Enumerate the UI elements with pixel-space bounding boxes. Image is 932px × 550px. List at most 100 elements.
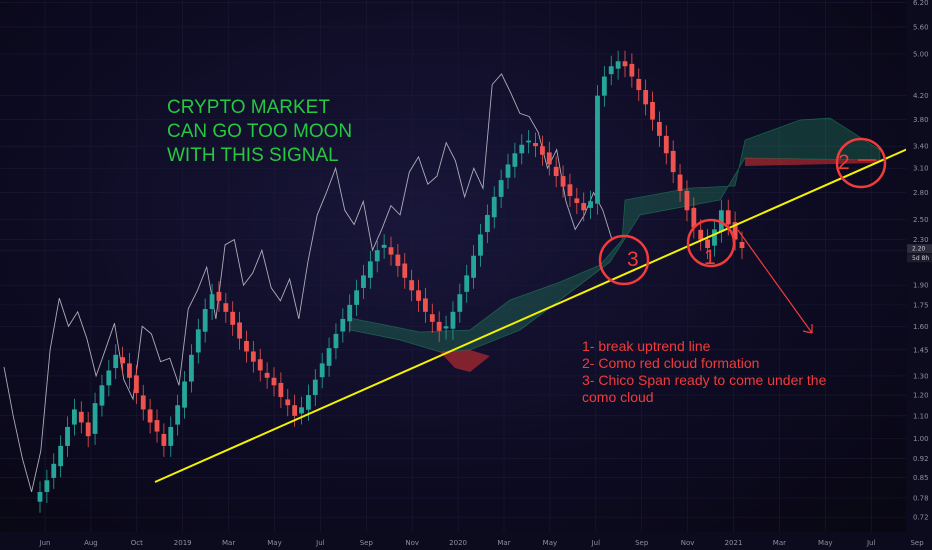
candle-down bbox=[636, 68, 642, 102]
candle-up bbox=[478, 223, 483, 267]
candle-up bbox=[374, 239, 380, 273]
price-tick-label: 3.10 bbox=[913, 165, 929, 173]
candle-body bbox=[271, 377, 277, 386]
annotation-number: 2 bbox=[838, 151, 850, 174]
red-cloud-forming bbox=[745, 158, 880, 166]
note-line: como cloud bbox=[582, 389, 654, 405]
candle-body bbox=[560, 176, 566, 187]
candle-up bbox=[168, 416, 174, 457]
candle-up bbox=[189, 344, 194, 393]
price-tick-label: 2.80 bbox=[913, 189, 929, 197]
candle-body bbox=[367, 261, 373, 278]
candle-body bbox=[51, 463, 57, 478]
candle-body bbox=[133, 375, 139, 394]
candle-body bbox=[202, 309, 208, 332]
price-tick-label: 1.75 bbox=[913, 301, 929, 309]
uptrend-line-group bbox=[154, 146, 913, 483]
annotations: CRYPTO MARKET CAN GO TOO MOON WITH THIS SI… bbox=[167, 97, 887, 405]
candle-body bbox=[264, 372, 270, 378]
candle-up bbox=[92, 392, 98, 445]
candle-body bbox=[643, 90, 649, 105]
candle-body bbox=[381, 244, 387, 248]
candle-body bbox=[526, 140, 532, 143]
candle-body bbox=[491, 196, 497, 218]
candle-body bbox=[712, 229, 717, 246]
candle-body bbox=[533, 143, 538, 147]
time-tick-label: May bbox=[267, 539, 281, 547]
green-cloud bbox=[349, 117, 881, 353]
current-price-label: 2.20 bbox=[912, 246, 926, 253]
candle-up bbox=[44, 469, 50, 503]
candle-body bbox=[498, 180, 504, 197]
candle-body bbox=[546, 152, 552, 165]
time-tick-label: Nov bbox=[405, 539, 419, 547]
annotation-circle bbox=[835, 137, 887, 189]
candle-body bbox=[457, 294, 463, 312]
candle-body bbox=[140, 395, 146, 410]
headline-line: CRYPTO MARKET bbox=[167, 97, 330, 118]
candle-body bbox=[650, 101, 655, 120]
price-tick-label: 1.10 bbox=[913, 412, 929, 420]
candle-down bbox=[657, 111, 662, 147]
candle-down bbox=[423, 287, 428, 323]
candle-down bbox=[161, 423, 167, 457]
candle-up bbox=[471, 245, 476, 289]
price-axis[interactable]: 6.20 5.60 5.00 4.20 3.80 3.40 3.10 2.80 2.50 2.30… bbox=[906, 0, 932, 532]
candle-body bbox=[540, 146, 545, 155]
candle-down bbox=[154, 409, 160, 443]
candle-body bbox=[395, 254, 401, 266]
candle-down bbox=[540, 135, 545, 166]
time-axis-bg bbox=[0, 532, 932, 550]
time-tick-label: Mar bbox=[222, 539, 235, 547]
candle-body bbox=[416, 290, 421, 301]
candle-body bbox=[505, 164, 511, 178]
candle-body bbox=[78, 411, 84, 423]
candle-down bbox=[429, 303, 435, 333]
price-tick-label: 1.30 bbox=[913, 372, 929, 380]
time-tick-label: Jul bbox=[866, 539, 876, 547]
price-tick-label: 2.50 bbox=[913, 216, 929, 224]
candle-down bbox=[553, 156, 559, 188]
candle-down bbox=[409, 269, 415, 302]
candle-down bbox=[622, 50, 628, 78]
candle-up bbox=[209, 283, 215, 321]
candle-body bbox=[326, 348, 332, 366]
candle-up bbox=[498, 169, 504, 208]
candle-body bbox=[147, 409, 153, 423]
candle-up bbox=[51, 453, 57, 489]
candle-body bbox=[588, 201, 593, 208]
annotation-number: 3 bbox=[627, 248, 639, 271]
candle-body bbox=[636, 78, 642, 91]
time-tick-label: 2021 bbox=[725, 539, 743, 547]
candle-up bbox=[299, 396, 304, 425]
candle-body bbox=[519, 144, 525, 154]
candle-body bbox=[161, 433, 167, 446]
candle-body bbox=[175, 405, 181, 425]
candle-down bbox=[670, 140, 676, 184]
candle-body bbox=[443, 326, 449, 329]
candle-body bbox=[168, 426, 174, 446]
candle-up bbox=[601, 66, 607, 107]
time-tick-label: Aug bbox=[84, 539, 98, 547]
price-tick-label: 0.85 bbox=[913, 474, 929, 482]
candle-body bbox=[512, 153, 518, 167]
candle-body bbox=[436, 321, 442, 331]
time-axis[interactable]: Jun Aug Oct 2019 Mar May Jul Sep Nov 2020 Mar May Ju… bbox=[0, 532, 932, 550]
candle-body bbox=[72, 409, 77, 425]
candle-body bbox=[484, 214, 490, 233]
price-axis-bg bbox=[906, 0, 932, 532]
candle-body bbox=[361, 275, 366, 288]
candle-down bbox=[230, 301, 236, 336]
candle-down bbox=[292, 394, 298, 427]
headline-line: CAN GO TOO MOON bbox=[167, 121, 352, 142]
candle-down bbox=[133, 364, 139, 405]
candle-body bbox=[732, 222, 738, 240]
candle-body bbox=[278, 382, 284, 398]
candle-down bbox=[416, 279, 421, 312]
breakdown-arrowhead bbox=[802, 324, 813, 334]
candles bbox=[37, 50, 745, 513]
candle-body bbox=[684, 190, 690, 211]
candle-up bbox=[450, 301, 456, 340]
